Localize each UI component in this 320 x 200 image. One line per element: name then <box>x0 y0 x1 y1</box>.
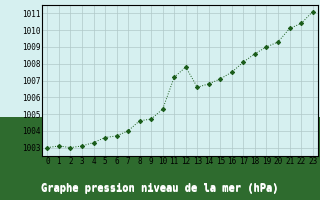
Text: Graphe pression niveau de la mer (hPa): Graphe pression niveau de la mer (hPa) <box>41 183 279 193</box>
Text: Graphe pression niveau de la mer (hPa): Graphe pression niveau de la mer (hPa) <box>41 184 279 194</box>
